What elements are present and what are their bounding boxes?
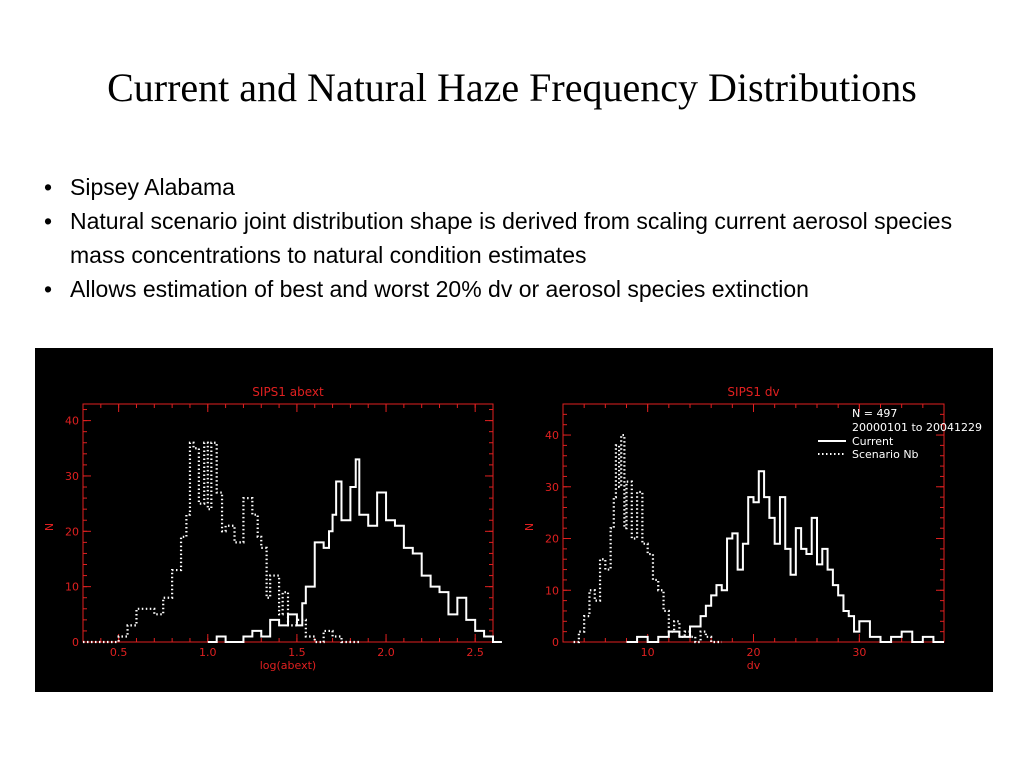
- y-axis-label: N: [43, 523, 56, 531]
- y-tick-label: 30: [65, 470, 79, 483]
- x-tick-label: 0.5: [110, 646, 128, 659]
- legend-entry-label: Current: [852, 435, 894, 448]
- series-line-dotted: [573, 433, 722, 644]
- bullet-text: Sipsey Alabama: [70, 174, 235, 200]
- series-line-dotted: [83, 441, 360, 644]
- bullet-list: • Sipsey Alabama • Natural scenario join…: [44, 170, 984, 306]
- y-tick-label: 10: [545, 584, 559, 597]
- x-tick-label: 2.5: [466, 646, 484, 659]
- legend-info-line: N = 497: [852, 407, 897, 420]
- histogram-figure: SIPS1 abext 0.5 1.0 1.5 2.0 2.5 0 10 20 30 40 log(a…: [43, 385, 982, 672]
- bullet-dot-icon: •: [44, 174, 53, 200]
- y-tick-label: 30: [545, 481, 559, 494]
- bullet-item: • Allows estimation of best and worst 20…: [44, 272, 984, 306]
- legend-info-line: 20000101 to 20041229: [852, 421, 982, 434]
- x-axis-label: dv: [747, 659, 761, 672]
- bullet-text: Natural scenario joint distribution shap…: [70, 208, 953, 268]
- y-tick-label: 40: [65, 415, 79, 428]
- y-tick-label: 0: [552, 636, 559, 649]
- x-tick-label: 20: [747, 646, 761, 659]
- y-tick-label: 20: [545, 533, 559, 546]
- x-tick-label: 2.0: [377, 646, 395, 659]
- x-tick-label: 10: [641, 646, 655, 659]
- chart-title: SIPS1 dv: [727, 385, 779, 399]
- histogram-panel: SIPS1 abext 0.5 1.0 1.5 2.0 2.5 0 10 20 30 40 log(a…: [35, 348, 993, 692]
- plot-frame: [82, 403, 494, 643]
- x-tick-label: 1.5: [288, 646, 306, 659]
- y-tick-label: 40: [545, 429, 559, 442]
- series-line-solid: [626, 470, 944, 643]
- y-tick-label: 20: [65, 525, 79, 538]
- legend-entry-label: Scenario Nb: [852, 448, 919, 461]
- x-tick-label: 30: [852, 646, 866, 659]
- bullet-item: • Natural scenario joint distribution sh…: [44, 204, 984, 272]
- bullet-item: • Sipsey Alabama: [44, 170, 984, 204]
- y-axis-label: N: [523, 523, 536, 531]
- x-axis-label: log(abext): [260, 659, 316, 672]
- chart-title: SIPS1 abext: [252, 385, 324, 399]
- series-line-solid: [207, 458, 502, 643]
- bullet-dot-icon: •: [44, 276, 53, 302]
- x-tick-label: 1.0: [199, 646, 217, 659]
- y-tick-label: 10: [65, 581, 79, 594]
- slide-title: Current and Natural Haze Frequency Distr…: [107, 65, 917, 110]
- bullet-text: Allows estimation of best and worst 20% …: [70, 276, 809, 302]
- bullet-dot-icon: •: [44, 208, 53, 234]
- y-tick-label: 0: [72, 636, 79, 649]
